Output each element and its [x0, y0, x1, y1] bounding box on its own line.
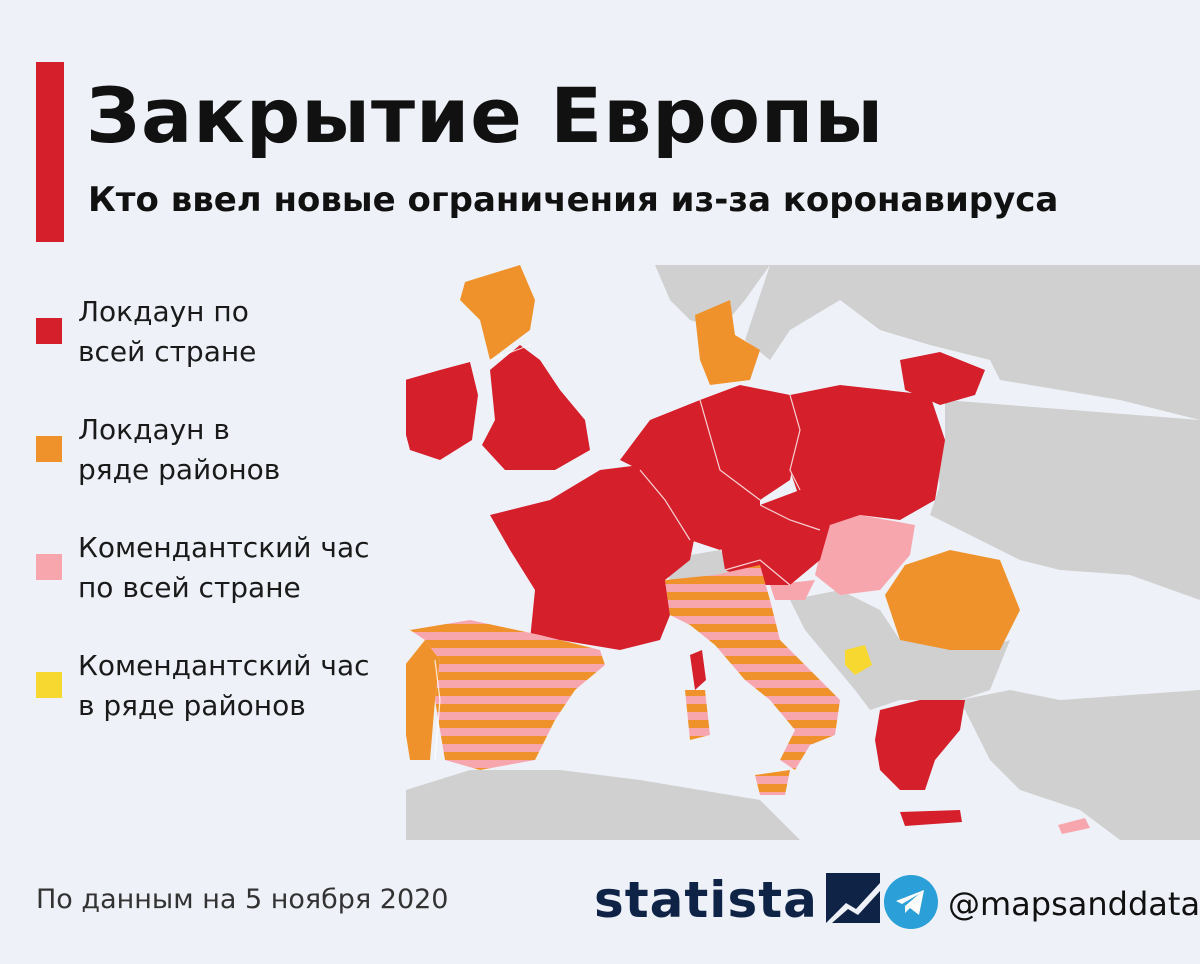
europe-map: [406, 265, 1200, 840]
legend-swatch-national-curfew: [36, 554, 62, 580]
spain: [410, 620, 605, 770]
czechia-austria: [720, 490, 830, 585]
statista-logo-icon: [825, 873, 880, 927]
ireland: [406, 362, 478, 460]
map-regional-curfew: [845, 645, 872, 675]
legend-item-national-lockdown: Локдаун по всей стране: [36, 292, 426, 410]
legend-label: Комендантский час по всей стране: [78, 531, 370, 604]
scandinavia: [655, 265, 770, 330]
map-national-lockdown: [406, 345, 985, 826]
greece: [875, 700, 965, 790]
legend-item-regional-lockdown: Локдаун в ряде районов: [36, 410, 426, 528]
telegram-channel[interactable]: @mapsanddata: [884, 874, 1200, 934]
map-national-curfew: [652, 488, 1090, 834]
legend-label: Комендантский час в ряде районов: [78, 649, 370, 722]
page-subtitle: Кто ввел новые ограничения из-за коронав…: [88, 180, 1059, 220]
sardinia: [685, 690, 710, 740]
corsica: [690, 650, 706, 690]
data-date-note: По данным на 5 ноября 2020: [36, 884, 449, 915]
legend-item-national-curfew: Комендантский час по всей стране: [36, 528, 426, 646]
statista-wordmark: statista: [594, 871, 818, 929]
legend-swatch-regional-lockdown: [36, 436, 62, 462]
united-kingdom: [482, 345, 590, 470]
map-legend: Локдаун по всей стране Локдаун в ряде ра…: [36, 292, 426, 764]
hungary-slovakia: [815, 515, 915, 595]
legend-swatch-regional-curfew: [36, 672, 62, 698]
sweden-finland: [745, 265, 1200, 420]
crete: [900, 810, 962, 826]
legend-label: Локдаун по всей стране: [78, 295, 257, 368]
map-regional-lockdown: [406, 265, 1020, 760]
denmark: [695, 300, 760, 385]
ukraine-belarus: [935, 430, 1060, 540]
map-borders: [434, 344, 821, 761]
legend-label: Локдаун в ряде районов: [78, 413, 281, 486]
benelux-germany: [620, 385, 800, 550]
telegram-handle[interactable]: @mapsanddata: [948, 885, 1200, 923]
map-striped-curfew-lockdown: [410, 565, 840, 795]
accent-bar: [36, 62, 64, 242]
telegram-icon: [884, 875, 938, 933]
italy: [665, 565, 840, 770]
france: [490, 465, 700, 650]
lithuania: [900, 352, 985, 405]
page-title: Закрытие Европы: [86, 71, 885, 160]
map-no-data-land: [406, 265, 1200, 840]
sicily: [755, 770, 790, 795]
legend-swatch-national-lockdown: [36, 318, 62, 344]
montenegro: [845, 645, 872, 675]
romania: [885, 550, 1020, 650]
legend-item-regional-curfew: Комендантский час в ряде районов: [36, 646, 426, 764]
statista-brand: statista: [594, 870, 880, 930]
portugal: [406, 640, 440, 760]
scotland: [460, 265, 535, 360]
turkey-mideast: [960, 690, 1200, 840]
poland: [790, 385, 945, 525]
north-africa: [406, 770, 800, 840]
cyprus: [1058, 818, 1090, 834]
balkans: [790, 590, 1010, 710]
